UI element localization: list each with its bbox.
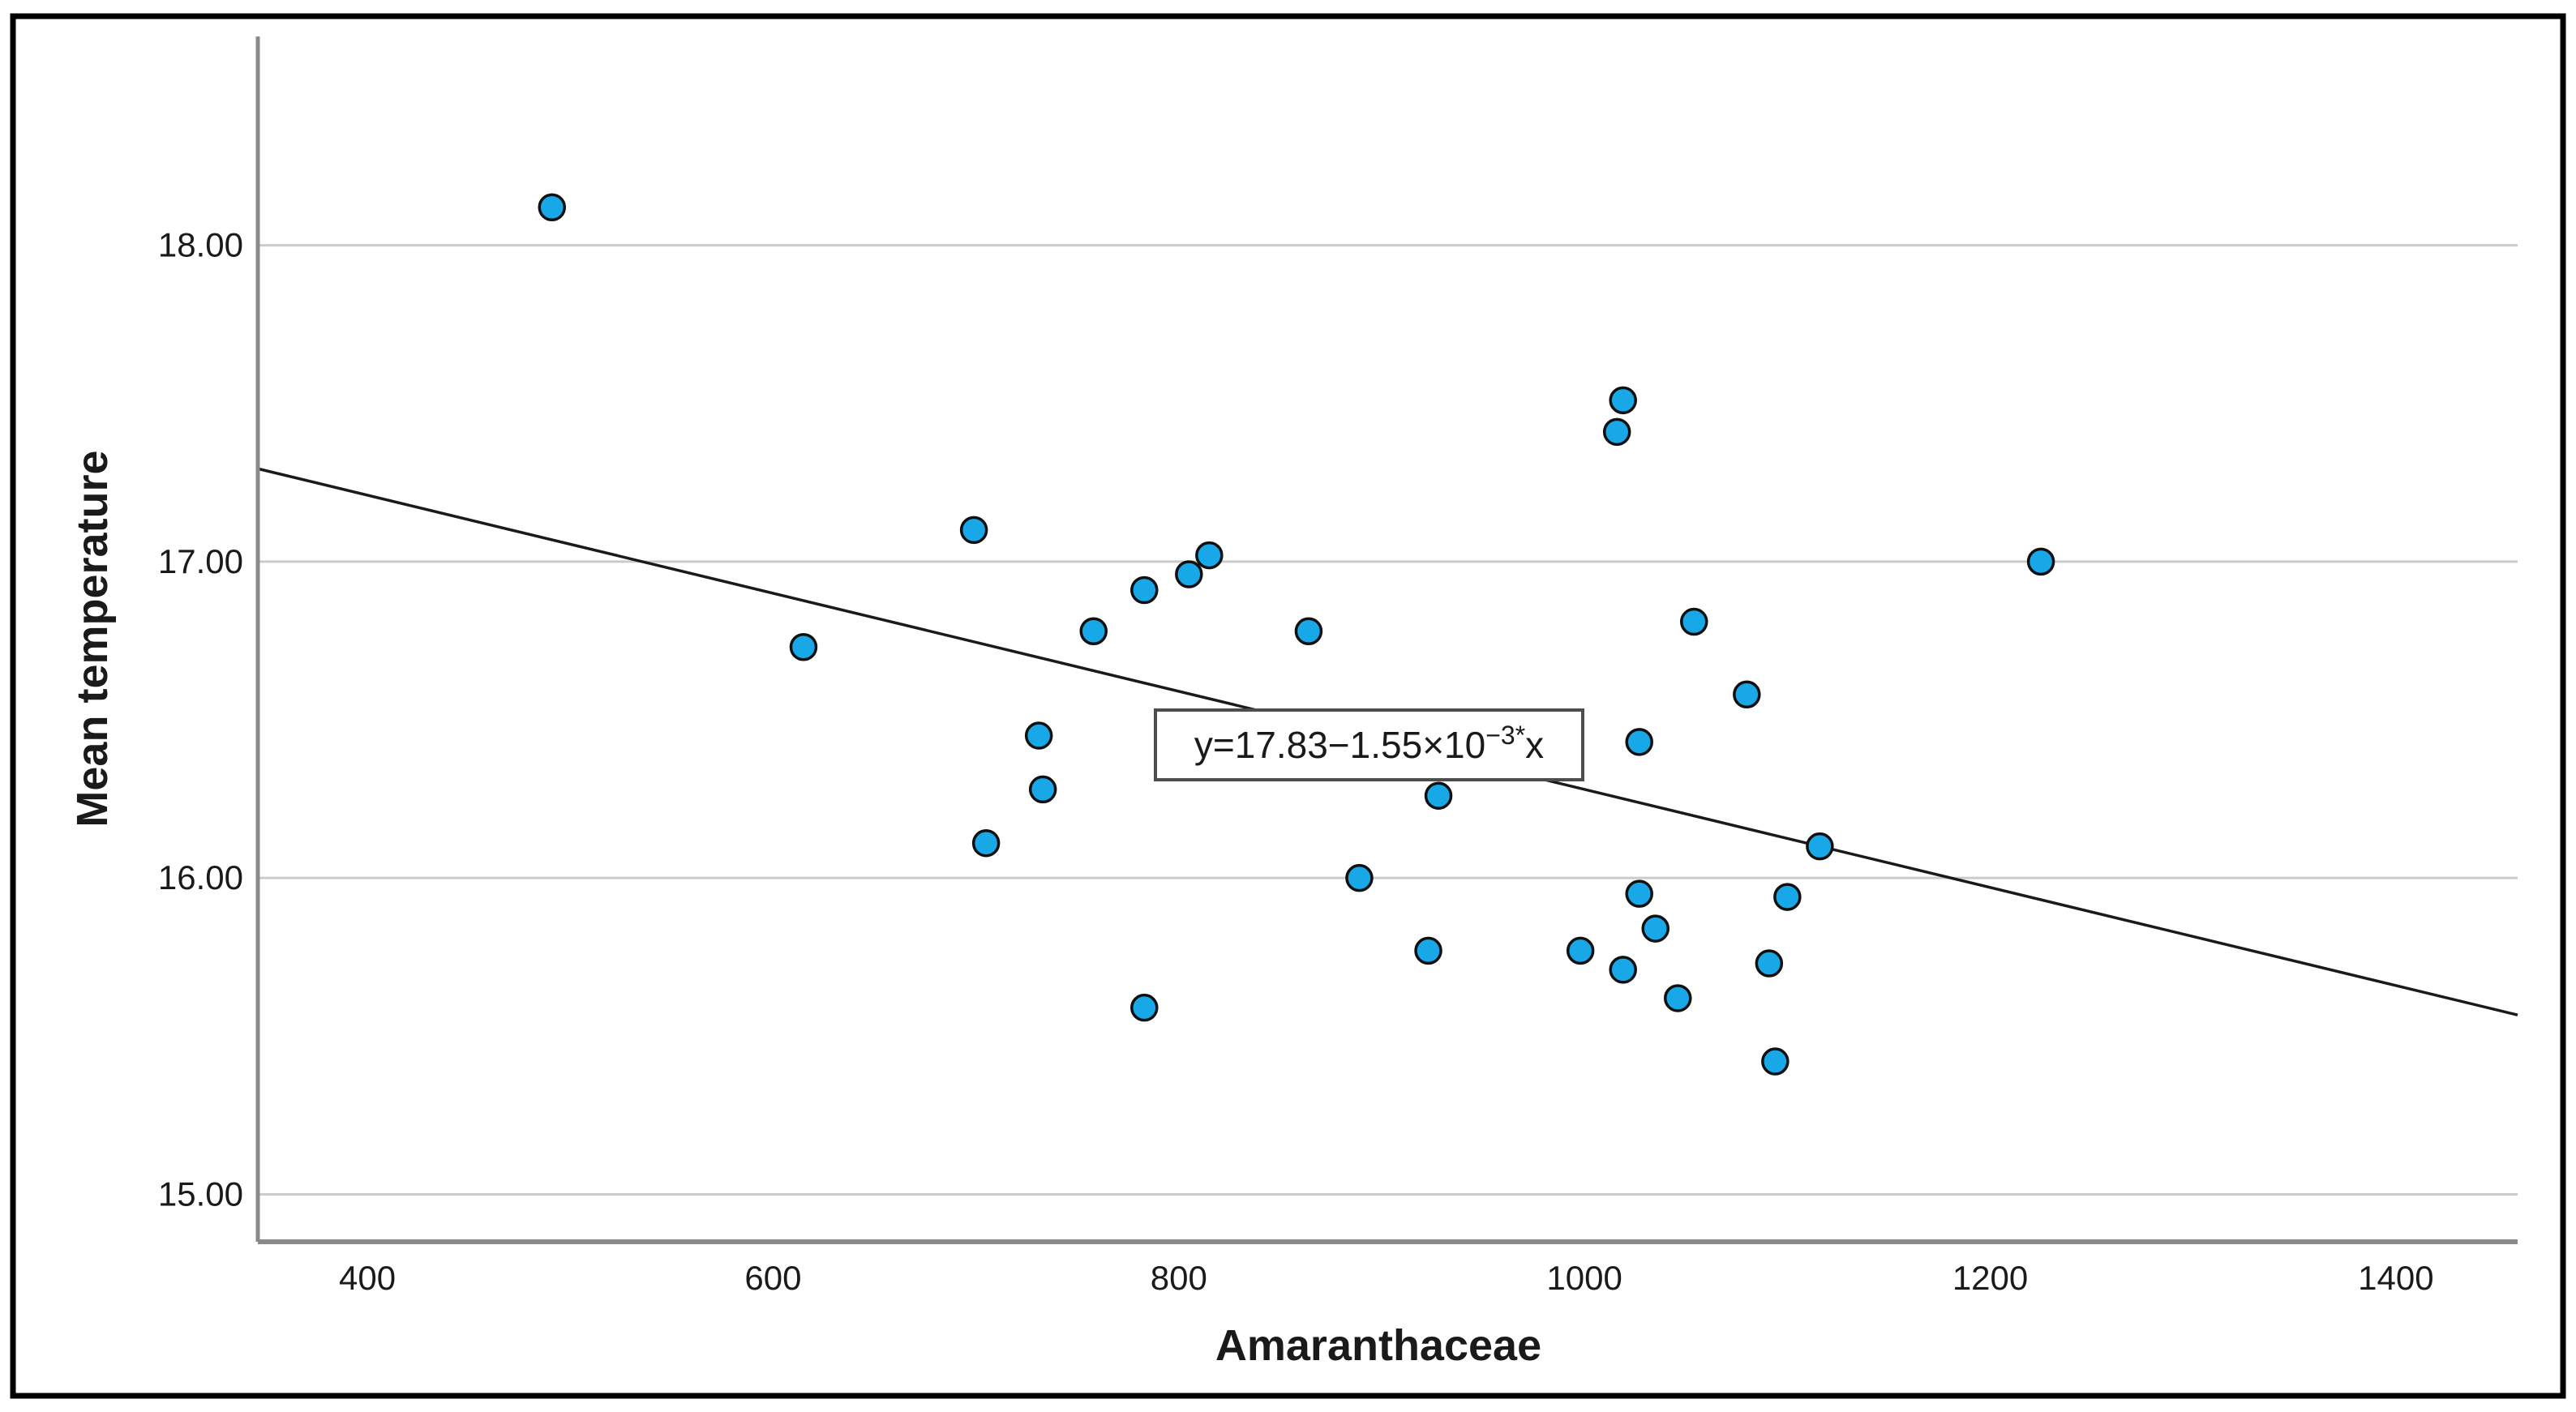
data-point <box>1806 832 1834 861</box>
data-point <box>1195 541 1224 570</box>
data-point <box>2026 547 2055 576</box>
data-point <box>538 193 567 222</box>
x-tick-label: 400 <box>339 1259 396 1297</box>
data-point <box>1625 879 1653 908</box>
x-tick-label: 1400 <box>2358 1259 2433 1297</box>
data-point <box>1761 1047 1789 1076</box>
x-tick-label: 800 <box>1151 1259 1207 1297</box>
y-tick-label: 18.00 <box>158 226 243 264</box>
data-point <box>1294 617 1323 645</box>
y-tick-label: 15.00 <box>158 1175 243 1213</box>
data-point <box>1602 417 1631 447</box>
data-point <box>1345 863 1374 892</box>
data-point <box>1175 560 1203 588</box>
data-point <box>1028 775 1057 804</box>
data-point <box>1664 984 1692 1012</box>
data-point <box>1680 607 1708 636</box>
data-point <box>1733 680 1761 709</box>
data-point <box>1024 721 1053 750</box>
data-point <box>959 516 988 545</box>
data-point <box>1625 728 1653 756</box>
data-point <box>1079 617 1108 645</box>
data-point <box>1566 936 1595 965</box>
x-tick-label: 600 <box>744 1259 801 1297</box>
data-point <box>1130 575 1159 605</box>
data-point <box>1424 781 1453 810</box>
data-point <box>1609 956 1637 984</box>
y-tick-label: 17.00 <box>158 542 243 580</box>
data-point <box>1641 914 1669 943</box>
data-point <box>789 633 818 661</box>
equation-text: y=17.83−1.55×10−3*x <box>1194 721 1544 766</box>
data-point <box>1773 883 1802 911</box>
y-tick-label: 16.00 <box>158 858 243 896</box>
x-tick-label: 1200 <box>1952 1259 2028 1297</box>
data-point <box>1130 993 1159 1022</box>
data-point <box>1755 949 1784 978</box>
equation-box <box>1154 708 1584 781</box>
data-point <box>1414 936 1442 965</box>
x-tick-label: 1000 <box>1546 1259 1622 1297</box>
x-axis-title: Amaranthaceae <box>1215 1321 1541 1370</box>
y-axis-title: Mean temperature <box>68 450 117 827</box>
data-point <box>971 828 1001 858</box>
outer-border <box>10 13 2566 1399</box>
data-point <box>1609 386 1637 415</box>
